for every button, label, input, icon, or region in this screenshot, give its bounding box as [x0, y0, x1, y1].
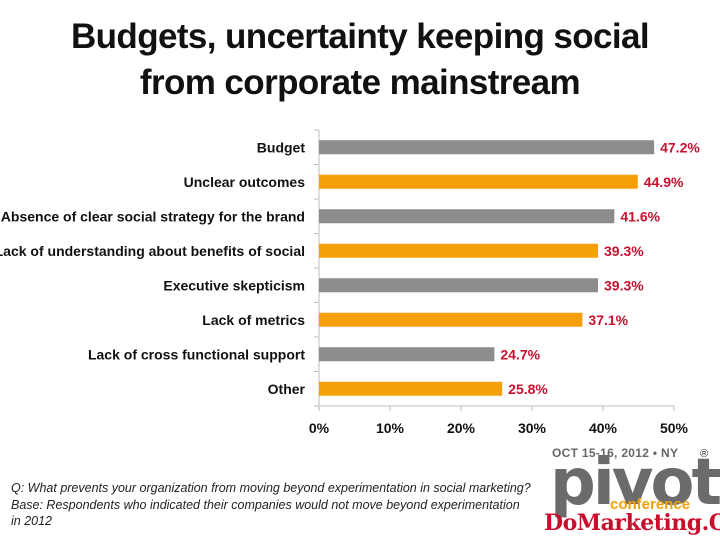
logo-site: DoMarketing.Org: [544, 510, 720, 536]
category-label: Unclear outcomes: [184, 174, 306, 190]
category-label: Budget: [257, 139, 306, 155]
logo-brand: pivot: [550, 446, 720, 520]
logo-date: OCT 15-16, 2012 • NY: [552, 446, 679, 460]
bar: [319, 381, 503, 396]
data-label: 44.9%: [644, 174, 684, 190]
data-label: 37.1%: [588, 312, 628, 328]
data-label: 39.3%: [604, 277, 644, 293]
category-label: Other: [268, 381, 306, 397]
x-tick-label: 20%: [447, 420, 476, 436]
title-line-1: Budgets, uncertainty keeping social: [70, 17, 650, 56]
bar: [319, 140, 655, 155]
data-label: 47.2%: [660, 139, 700, 155]
category-label: Lack of cross functional support: [88, 346, 305, 362]
bar: [319, 278, 599, 293]
x-tick-label: 40%: [589, 420, 618, 436]
x-tick-label: 50%: [660, 420, 689, 436]
bar: [319, 174, 638, 189]
logo-subtitle: conference: [610, 496, 691, 513]
x-tick-label: 10%: [376, 420, 405, 436]
data-label: 24.7%: [500, 346, 540, 362]
category-label: Executive skepticism: [163, 277, 305, 293]
category-label: Lack of metrics: [202, 312, 305, 328]
bar: [319, 347, 495, 362]
logo-registered-mark: ®: [700, 448, 709, 460]
category-label: Lack of understanding about benefits of …: [0, 243, 305, 259]
x-tick-label: 0%: [309, 420, 330, 436]
pivot-conference-logo: OCT 15-16, 2012 • NY pivot ® conference …: [540, 438, 720, 536]
x-tick-label: 30%: [518, 420, 547, 436]
data-label: 41.6%: [620, 208, 660, 224]
title-line-2: from corporate mainstream: [139, 63, 581, 102]
category-label: Absence of clear social strategy for the…: [1, 208, 305, 224]
bar: [319, 209, 615, 224]
survey-footnote: Q: What prevents your organization from …: [11, 481, 531, 528]
chart-title: Budgets, uncertainty keeping social from…: [0, 14, 720, 106]
data-label: 25.8%: [508, 381, 548, 397]
data-label: 39.3%: [604, 243, 644, 259]
bar: [319, 243, 599, 258]
bar: [319, 312, 583, 327]
